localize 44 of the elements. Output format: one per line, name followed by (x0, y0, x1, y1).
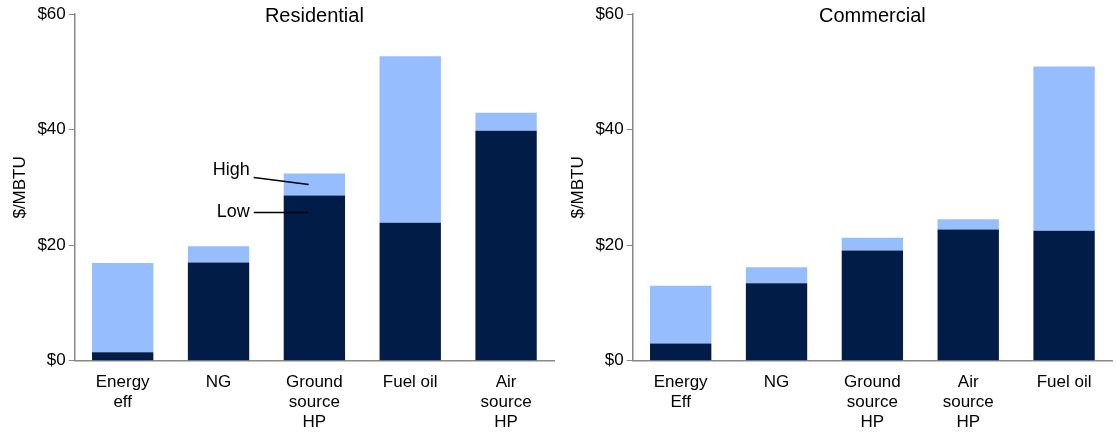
bar (1033, 230, 1095, 361)
annotation: High (212, 159, 250, 180)
x-tick-label: NG (205, 371, 232, 391)
bar (92, 263, 154, 353)
bar (1033, 66, 1095, 231)
y-tick-label: $40 (37, 119, 66, 139)
bar (841, 250, 904, 361)
x-tick-label: Fuel oil (1036, 371, 1092, 391)
bar (379, 56, 441, 223)
x-tick-label: Energy eff (95, 371, 151, 412)
bar (187, 246, 250, 263)
y-tick-label: $40 (595, 119, 624, 139)
x-tick-label: Ground source HP (286, 371, 343, 432)
x-tick-label: Air source HP (942, 371, 994, 432)
x-tick-label: Fuel oil (382, 371, 438, 391)
bar (92, 352, 154, 361)
x-tick-label: NG (763, 371, 790, 391)
bar (475, 130, 537, 361)
bar (937, 219, 999, 230)
y-axis-title: $/MBTU (567, 156, 587, 219)
y-tick-label: $60 (595, 3, 624, 23)
y-tick-label: $20 (595, 234, 624, 254)
y-tick-label: $0 (604, 350, 624, 370)
bar (283, 195, 346, 361)
bar (283, 173, 346, 196)
bar (841, 237, 904, 251)
annotation: Low (216, 201, 251, 222)
y-tick-label: $20 (37, 234, 66, 254)
y-tick-label: $60 (37, 3, 66, 23)
x-tick-label: Ground source HP (844, 371, 901, 432)
chart-title: Residential (264, 3, 364, 26)
bar (745, 283, 808, 361)
bar (937, 229, 999, 361)
bar (745, 267, 808, 284)
x-tick-label: Air source HP (480, 371, 532, 432)
bar (650, 285, 712, 344)
bar (650, 343, 712, 361)
bar (475, 112, 537, 131)
x-tick-label: Energy Eff (653, 371, 709, 412)
y-axis-title: $/MBTU (9, 156, 29, 219)
y-tick-label: $0 (46, 350, 66, 370)
bar (379, 222, 441, 361)
chart-title: Commercial (819, 3, 926, 26)
bar (187, 262, 250, 361)
